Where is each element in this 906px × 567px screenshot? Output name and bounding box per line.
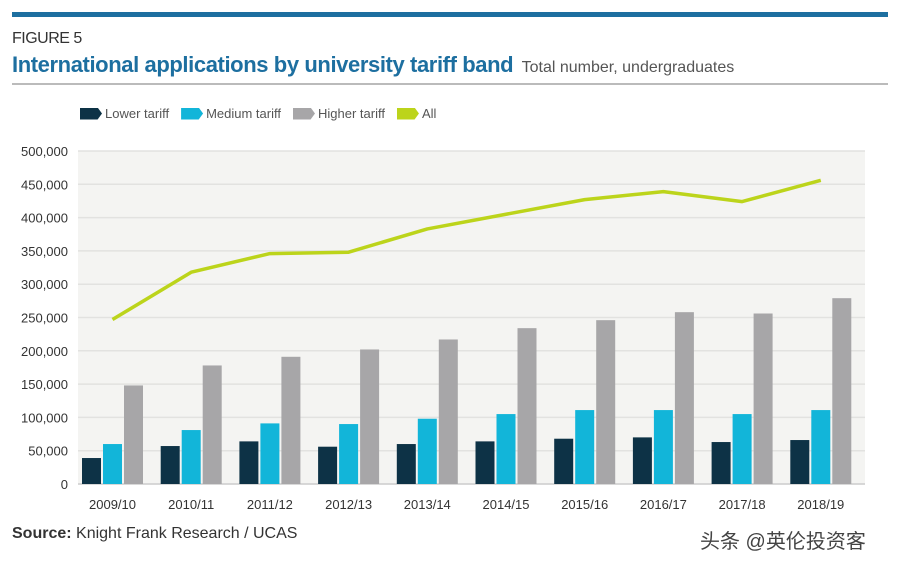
bar-medium-tariff [811,410,831,484]
bar-medium-tariff [103,444,122,484]
x-tick-label: 2013/14 [404,497,451,512]
y-tick-label: 450,000 [21,177,68,192]
bar-lower-tariff [790,440,810,484]
bar-medium-tariff [260,423,280,484]
y-tick-label: 500,000 [21,144,68,159]
line-series-all [111,178,822,321]
bar-lower-tariff [554,438,574,484]
bar-medium-tariff [417,418,437,484]
x-tick-label: 2011/12 [247,497,293,512]
x-tick-label: 2014/15 [483,497,530,512]
x-tick-label: 2012/13 [325,497,372,512]
legend-swatch [292,107,315,120]
bar-medium-tariff [181,430,201,484]
bar-lower-tariff [160,446,180,484]
x-tick-label: 2015/16 [561,497,608,512]
x-tick-label: 2017/18 [719,497,766,512]
legend-item: All [396,106,437,121]
bar-lower-tariff [475,441,495,484]
chart-title-block: International applications by university… [12,52,734,78]
y-tick-label: 150,000 [21,377,68,392]
source-text: Knight Frank Research / UCAS [76,525,298,542]
legend-swatch [181,107,204,120]
bar-lower-tariff [711,442,731,484]
x-tick-label: 2009/10 [89,497,136,512]
legend: Lower tariff Medium tariff Higher tariff Al… [80,106,436,121]
legend-item: Medium tariff [181,106,281,121]
x-tick-label: 2018/19 [797,497,844,512]
x-tick-label: 2016/17 [640,497,687,512]
bar-medium-tariff [339,424,359,484]
bar-higher-tariff [596,320,616,484]
x-tick-label: 2010/11 [168,497,214,512]
legend-label: Medium tariff [206,106,281,121]
bar-lower-tariff [318,446,338,484]
bar-medium-tariff [653,410,673,484]
bar-higher-tariff [202,365,222,484]
bar-higher-tariff [753,313,773,484]
y-tick-label: 0 [61,477,68,492]
source-note: Source: Knight Frank Research / UCAS [12,525,297,543]
y-tick-label: 50,000 [28,444,68,459]
watermark: 头条 @英伦投资客 [700,531,866,553]
bar-higher-tariff [832,298,852,484]
bar-lower-tariff [82,458,101,484]
y-tick-label: 300,000 [21,277,68,292]
legend-swatch [80,107,102,120]
chart-title: International applications by university… [12,52,514,77]
chart-subtitle: Total number, undergraduates [521,59,735,76]
bar-higher-tariff [360,349,380,484]
figure-label: FIGURE 5 [12,30,82,47]
legend-label: Higher tariff [317,106,385,121]
title-divider [12,83,888,85]
bar-higher-tariff [674,312,694,484]
bar-higher-tariff [281,356,301,484]
bar-lower-tariff [632,437,652,484]
legend-label: Lower tariff [105,106,170,121]
bar-higher-tariff [517,328,537,484]
bar-lower-tariff [239,441,259,484]
legend-swatch [396,107,419,120]
bar-medium-tariff [732,414,752,484]
y-tick-label: 100,000 [21,410,68,425]
source-label: Source: [12,525,72,542]
legend-item: Higher tariff [292,106,385,121]
bar-medium-tariff [496,414,516,484]
y-tick-label: 400,000 [21,211,68,226]
y-tick-label: 250,000 [21,311,68,326]
y-tick-label: 350,000 [21,244,68,259]
bar-lower-tariff [396,444,416,484]
y-tick-label: 200,000 [21,344,68,359]
bar-medium-tariff [575,410,595,484]
bar-higher-tariff [438,339,458,484]
legend-label: All [421,106,437,121]
bar-higher-tariff [124,385,143,484]
legend-item: Lower tariff [80,106,169,121]
top-accent-bar [12,12,888,17]
